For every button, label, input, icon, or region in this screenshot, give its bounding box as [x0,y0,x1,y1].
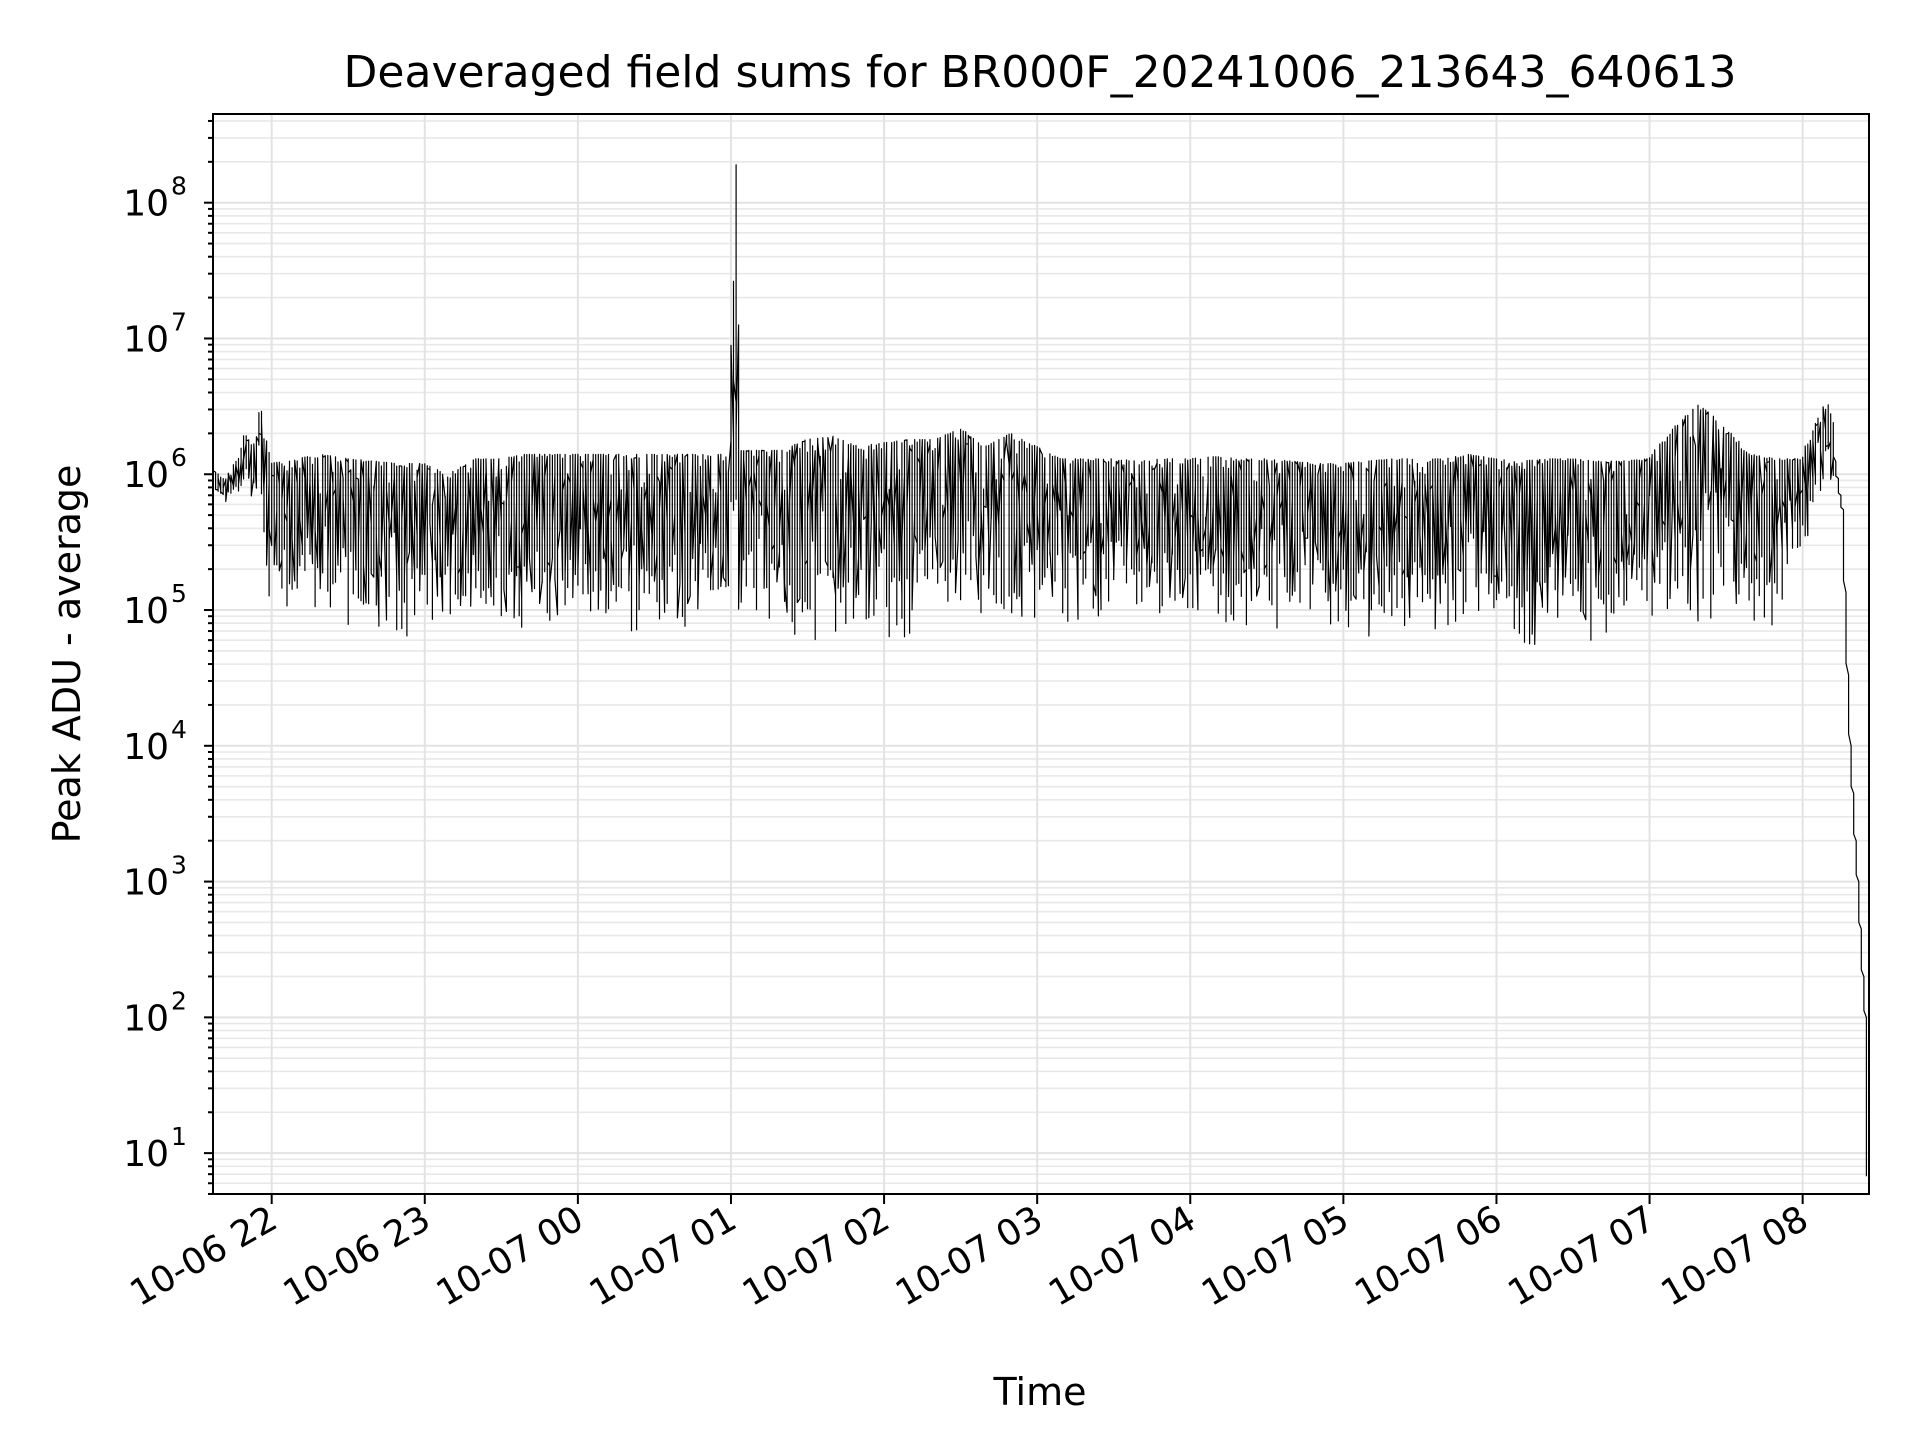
y-tick-exponent: 6 [171,443,187,472]
x-tick-label: 10-07 05 [1195,1198,1356,1314]
y-tick-exponent: 3 [171,851,187,880]
y-tick-exponent: 5 [171,579,187,608]
x-tick-label: 10-07 01 [583,1198,744,1314]
y-tick-label: 10 [123,1134,169,1175]
y-tick-label: 10 [123,727,169,768]
series-group [212,164,1867,1177]
x-tick-label: 10-07 02 [736,1198,897,1314]
x-tick-label: 10-07 03 [889,1198,1050,1314]
y-axis-label: Peak ADU - average [45,465,89,844]
y-tick-label: 10 [123,184,169,225]
x-tick-label: 10-06 22 [124,1198,285,1314]
y-tick-label: 10 [123,455,169,496]
x-tick-label: 10-07 00 [430,1198,591,1314]
x-tick-label: 10-07 07 [1501,1198,1662,1314]
x-tick-label: 10-06 23 [277,1198,438,1314]
grid [213,114,1869,1195]
y-tick-exponent: 7 [171,307,187,336]
y-tick-exponent: 2 [171,986,187,1015]
plot-frame [212,113,1870,1195]
series-line [212,164,1867,1177]
y-tick-exponent: 1 [171,1122,187,1151]
y-tick-label: 10 [123,863,169,904]
x-tick-label: 10-07 06 [1348,1198,1509,1314]
x-axis-label: Time [993,1370,1087,1414]
x-tick-label: 10-07 04 [1042,1198,1203,1314]
chart-title: Deaveraged field sums for BR000F_2024100… [344,47,1737,98]
x-tick-label: 10-07 08 [1654,1198,1815,1314]
y-tick-exponent: 8 [171,172,187,201]
y-tick-label: 10 [123,591,169,632]
y-tick-label: 10 [123,319,169,360]
y-tick-exponent: 4 [171,715,187,744]
y-tick-label: 10 [123,998,169,1039]
